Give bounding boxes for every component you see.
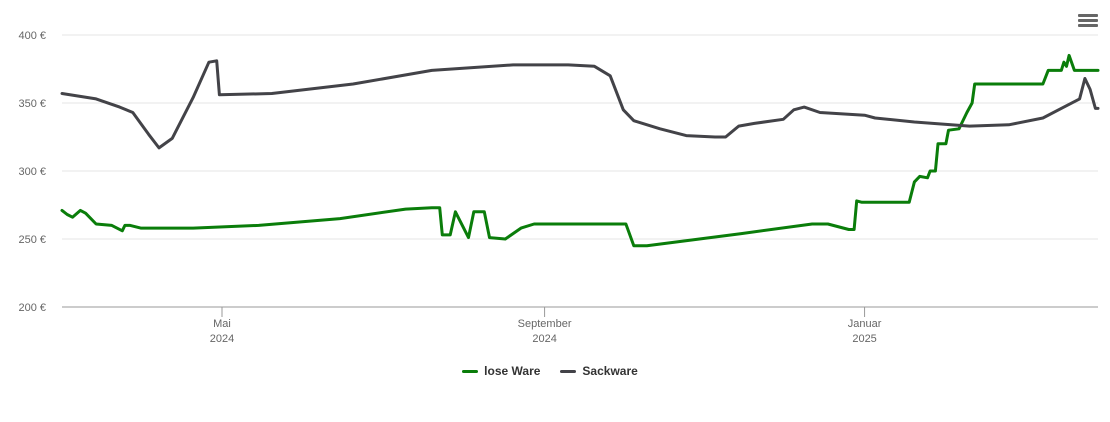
series-line-sackware[interactable] bbox=[60, 59, 1100, 150]
x-tick-label-month: September bbox=[518, 318, 572, 330]
x-tick-label-month: Mai bbox=[213, 318, 231, 330]
series-line-lose-ware[interactable] bbox=[60, 53, 1100, 248]
hamburger-menu-icon[interactable] bbox=[1078, 12, 1098, 32]
x-tick-label-month: Januar bbox=[848, 318, 882, 330]
y-tick-label: 300 € bbox=[18, 166, 46, 178]
legend: lose Ware Sackware bbox=[0, 364, 1100, 378]
x-tick-label-year: 2024 bbox=[210, 333, 234, 345]
series-lines bbox=[60, 53, 1100, 248]
x-tick-label-year: 2025 bbox=[852, 333, 876, 345]
menu-bar bbox=[1078, 14, 1098, 17]
grid-lines bbox=[62, 34, 1098, 240]
x-tick-label-year: 2024 bbox=[532, 333, 556, 345]
menu-bar bbox=[1078, 24, 1098, 27]
legend-item-lose-ware[interactable]: lose Ware bbox=[462, 364, 540, 378]
legend-label: Sackware bbox=[582, 364, 638, 378]
y-tick-label: 400 € bbox=[18, 30, 46, 42]
legend-swatch-lose-ware bbox=[462, 369, 479, 373]
y-tick-label: 250 € bbox=[18, 234, 46, 246]
x-axis: Mai 2024 September 2024 Januar 2025 bbox=[62, 306, 1098, 345]
y-tick-label: 200 € bbox=[18, 302, 46, 314]
menu-bar bbox=[1078, 19, 1098, 22]
legend-item-sackware[interactable]: Sackware bbox=[560, 364, 638, 378]
y-tick-label: 350 € bbox=[18, 98, 46, 110]
legend-label: lose Ware bbox=[484, 364, 541, 378]
y-axis: 400 € 350 € 300 € 250 € 200 € bbox=[18, 30, 46, 314]
legend-swatch-sackware bbox=[560, 369, 577, 373]
